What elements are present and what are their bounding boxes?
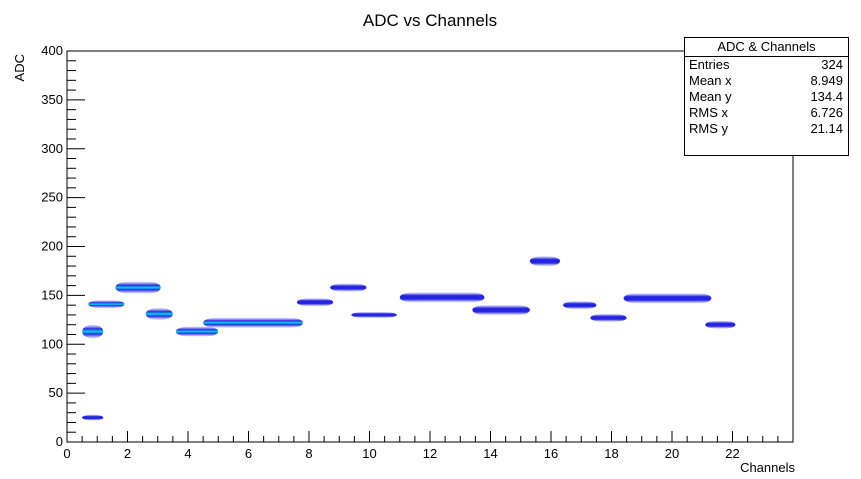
x-tick-label: 10 <box>362 446 376 461</box>
stats-value: 21.14 <box>810 121 843 136</box>
y-tick-label: 350 <box>41 92 63 107</box>
y-tick-label: 50 <box>49 385 63 400</box>
y-tick-label: 100 <box>41 336 63 351</box>
stats-row-rms-y: RMS y 21.14 <box>685 121 848 137</box>
stats-label: Entries <box>689 57 730 72</box>
x-tick-label: 2 <box>124 446 131 461</box>
x-tick-label: 22 <box>725 446 739 461</box>
cluster-blob <box>529 256 561 267</box>
cluster-blob <box>115 281 161 294</box>
cluster-blob <box>590 313 627 322</box>
chart-title: ADC vs Channels <box>363 11 497 30</box>
stats-row-entries: Entries 324 <box>685 57 848 73</box>
stats-value: 134.4 <box>810 89 843 104</box>
x-tick-label: 16 <box>544 446 558 461</box>
cluster-blob <box>705 320 736 329</box>
cluster-blob <box>175 326 219 337</box>
x-tick-label: 8 <box>305 446 312 461</box>
stats-row-mean-y: Mean y 134.4 <box>685 89 848 105</box>
stats-value: 324 <box>821 57 843 72</box>
cluster-blob <box>296 298 334 307</box>
x-axis: 0 2 4 6 8 10 12 14 16 18 20 22 <box>63 431 794 461</box>
stats-title: ADC & Channels <box>685 38 848 57</box>
cluster-blob <box>145 308 173 320</box>
cluster-blob <box>623 293 712 304</box>
cluster-blob <box>203 317 303 328</box>
cluster-blob <box>82 324 104 339</box>
y-tick-label: 150 <box>41 287 63 302</box>
x-tick-label: 12 <box>423 446 437 461</box>
stats-box: ADC & Channels Entries 324 Mean x 8.949 … <box>684 37 849 156</box>
x-tick-label: 4 <box>184 446 191 461</box>
y-axis-label: ADC <box>12 54 27 81</box>
x-axis-label: Channels <box>740 460 795 475</box>
x-tick-label: 14 <box>483 446 497 461</box>
cluster-blob <box>472 305 530 315</box>
cluster-blob <box>563 301 597 310</box>
x-tick-label: 20 <box>665 446 679 461</box>
y-axis: 0 50 100 150 200 250 300 350 400 <box>41 43 85 449</box>
y-tick-label: 200 <box>41 239 63 254</box>
x-tick-label: 6 <box>245 446 252 461</box>
stats-label: RMS y <box>689 121 728 136</box>
y-tick-label: 0 <box>56 434 63 449</box>
stats-label: Mean x <box>689 73 732 88</box>
y-tick-label: 400 <box>41 43 63 58</box>
stats-label: RMS x <box>689 105 728 120</box>
cluster-blob <box>399 292 485 303</box>
cluster-blob <box>351 311 397 318</box>
cluster-blob <box>88 300 125 309</box>
x-tick-label: 18 <box>604 446 618 461</box>
y-tick-label: 300 <box>41 141 63 156</box>
stats-row-rms-x: RMS x 6.726 <box>685 105 848 121</box>
cluster-blob <box>330 283 367 292</box>
cluster-blob <box>82 414 104 421</box>
x-tick-label: 0 <box>63 446 70 461</box>
stats-row-mean-x: Mean x 8.949 <box>685 73 848 89</box>
stats-label: Mean y <box>689 89 732 104</box>
cluster-layer <box>82 256 736 421</box>
y-tick-label: 250 <box>41 190 63 205</box>
stats-value: 6.726 <box>810 105 843 120</box>
stats-value: 8.949 <box>810 73 843 88</box>
